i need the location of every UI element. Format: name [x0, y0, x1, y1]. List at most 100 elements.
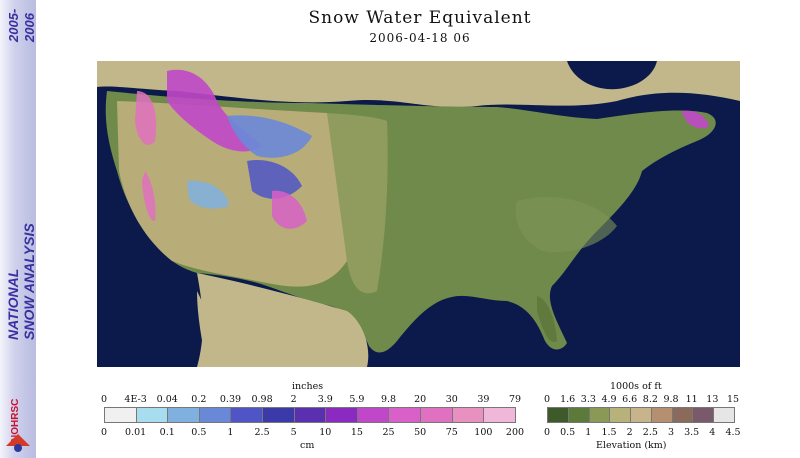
baja — [197, 291, 227, 367]
elev-km-tick: 1 — [585, 427, 592, 438]
sidebar-year-end: 2006 — [22, 12, 37, 43]
elev-ft-tick: 13 — [706, 394, 719, 405]
elev-km-tick: 1.5 — [601, 427, 617, 438]
swe-inches-tick: 39 — [477, 394, 490, 405]
sidebar: NATIONAL SNOW ANALYSIS 2005- 2006 NOHRSC — [0, 0, 37, 458]
sidebar-line2: SNOW ANALYSIS — [21, 223, 37, 340]
swe-inches-tick: 79 — [508, 394, 522, 405]
elev-ft-tick: 1.6 — [560, 394, 576, 405]
swe-swatch — [389, 408, 422, 422]
eastern-terrain — [515, 197, 617, 253]
elev-ft-tick: 15 — [726, 394, 740, 405]
swe-swatch — [263, 408, 295, 422]
swe-cm-tick: 0.5 — [191, 427, 207, 438]
snow-wyoming — [247, 160, 302, 199]
nohrsc-logo: NOHRSC — [2, 384, 34, 454]
swe-unit-cm: cm — [300, 440, 315, 451]
elev-swatch — [610, 408, 632, 422]
elev-top-ticks: 0 1.6 3.3 4.9 6.6 8.2 9.8 11 13 15 — [543, 394, 739, 406]
swe-cm-tick: 50 — [414, 427, 427, 438]
swe-swatch — [294, 408, 327, 422]
swe-swatch — [421, 408, 453, 422]
elev-swatch — [548, 408, 569, 422]
logo-text: NOHRSC — [10, 399, 21, 442]
elev-unit-ft: 1000s of ft — [610, 381, 662, 392]
swe-inches-tick: 0 — [100, 394, 108, 405]
elev-bottom-ticks: 0 0.5 1 1.5 2 2.5 3 3.5 4 4.5 — [543, 427, 741, 439]
swe-inches-tick: 20 — [414, 394, 427, 405]
swe-cm-tick: 0.1 — [159, 427, 175, 438]
elev-km-tick: 0 — [543, 427, 551, 438]
swe-swatch — [357, 408, 390, 422]
swe-cm-tick: 75 — [445, 427, 458, 438]
swe-inches-tick: 0.98 — [251, 394, 273, 405]
elev-color-scale — [547, 407, 735, 423]
sidebar-years: 2005- 2006 — [3, 0, 37, 60]
elev-ft-tick: 4.9 — [601, 394, 617, 405]
hudson-bay — [567, 61, 657, 90]
swe-inches-tick: 30 — [445, 394, 458, 405]
snow-map — [97, 61, 740, 367]
swe-inches-tick: 3.9 — [317, 394, 333, 405]
swe-cm-tick: 0.01 — [125, 427, 147, 438]
swe-inches-tick: 4E-3 — [124, 394, 147, 405]
elev-km-tick: 3 — [667, 427, 675, 438]
swe-swatch — [231, 408, 264, 422]
swe-cm-tick: 5 — [290, 427, 297, 438]
swe-cm-tick: 1 — [227, 427, 234, 438]
elev-ft-tick: 3.3 — [580, 394, 596, 405]
snow-utah — [187, 180, 229, 209]
elev-swatch — [568, 408, 590, 422]
swe-swatch — [168, 408, 200, 422]
elev-ft-tick: 8.2 — [642, 394, 658, 405]
elev-swatch — [693, 408, 715, 422]
sidebar-year-start: 2005- — [6, 9, 21, 43]
elev-km-tick: 0.5 — [560, 427, 576, 438]
swe-inches-tick: 0.2 — [191, 394, 207, 405]
elev-ft-tick: 9.8 — [663, 394, 679, 405]
sidebar-title: NATIONAL SNOW ANALYSIS — [3, 170, 37, 340]
mexico-land — [197, 273, 369, 367]
florida — [537, 296, 557, 342]
elev-km-tick: 3.5 — [684, 427, 700, 438]
swe-inches-tick: 5.9 — [349, 394, 365, 405]
snow-colorado — [272, 190, 307, 229]
elev-ft-tick: 6.6 — [622, 394, 638, 405]
swe-swatch — [136, 408, 169, 422]
elev-km-tick: 2.5 — [642, 427, 658, 438]
swe-cm-tick: 25 — [382, 427, 395, 438]
swe-swatch — [105, 408, 137, 422]
swe-inches-tick: 0.39 — [219, 394, 242, 405]
plains-terrain — [327, 113, 388, 294]
elev-swatch — [651, 408, 673, 422]
snow-new-england — [682, 110, 709, 129]
swe-swatch — [452, 408, 485, 422]
elev-ft-tick: 11 — [685, 394, 698, 405]
elev-unit-km: Elevation (km) — [596, 440, 667, 451]
swe-inches-tick: 9.8 — [380, 394, 397, 405]
swe-bottom-ticks: 0 0.01 0.1 0.5 1 2.5 5 10 15 25 50 75 100 200 — [101, 427, 524, 439]
snow-sierra — [142, 171, 156, 222]
swe-inches-tick: 2 — [290, 394, 297, 405]
swe-cm-tick: 100 — [474, 427, 493, 438]
swe-inches-tick: 0.04 — [156, 394, 178, 405]
elev-km-tick: 4.5 — [725, 427, 741, 438]
swe-swatch — [199, 408, 232, 422]
swe-cm-tick: 200 — [505, 427, 525, 438]
elev-km-tick: 4 — [709, 427, 716, 438]
swe-unit-inches: inches — [292, 381, 324, 392]
swe-swatch — [484, 408, 515, 422]
snow-montana — [227, 115, 312, 158]
snow-cascades — [135, 91, 157, 145]
swe-cm-tick: 2.5 — [254, 427, 270, 438]
swe-swatch — [326, 408, 358, 422]
swe-cm-tick: 15 — [350, 427, 363, 438]
elev-km-tick: 2 — [626, 427, 633, 438]
sidebar-line1: NATIONAL — [5, 269, 21, 340]
swe-top-ticks: 0 4E-3 0.04 0.2 0.39 0.98 2 3.9 5.9 9.8 20 30 39 79 — [100, 394, 521, 406]
elev-swatch — [714, 408, 735, 422]
elev-ft-tick: 0 — [543, 394, 551, 405]
elev-swatch — [589, 408, 611, 422]
swe-cm-tick: 10 — [319, 427, 332, 438]
map-title: Snow Water Equivalent — [308, 8, 532, 28]
